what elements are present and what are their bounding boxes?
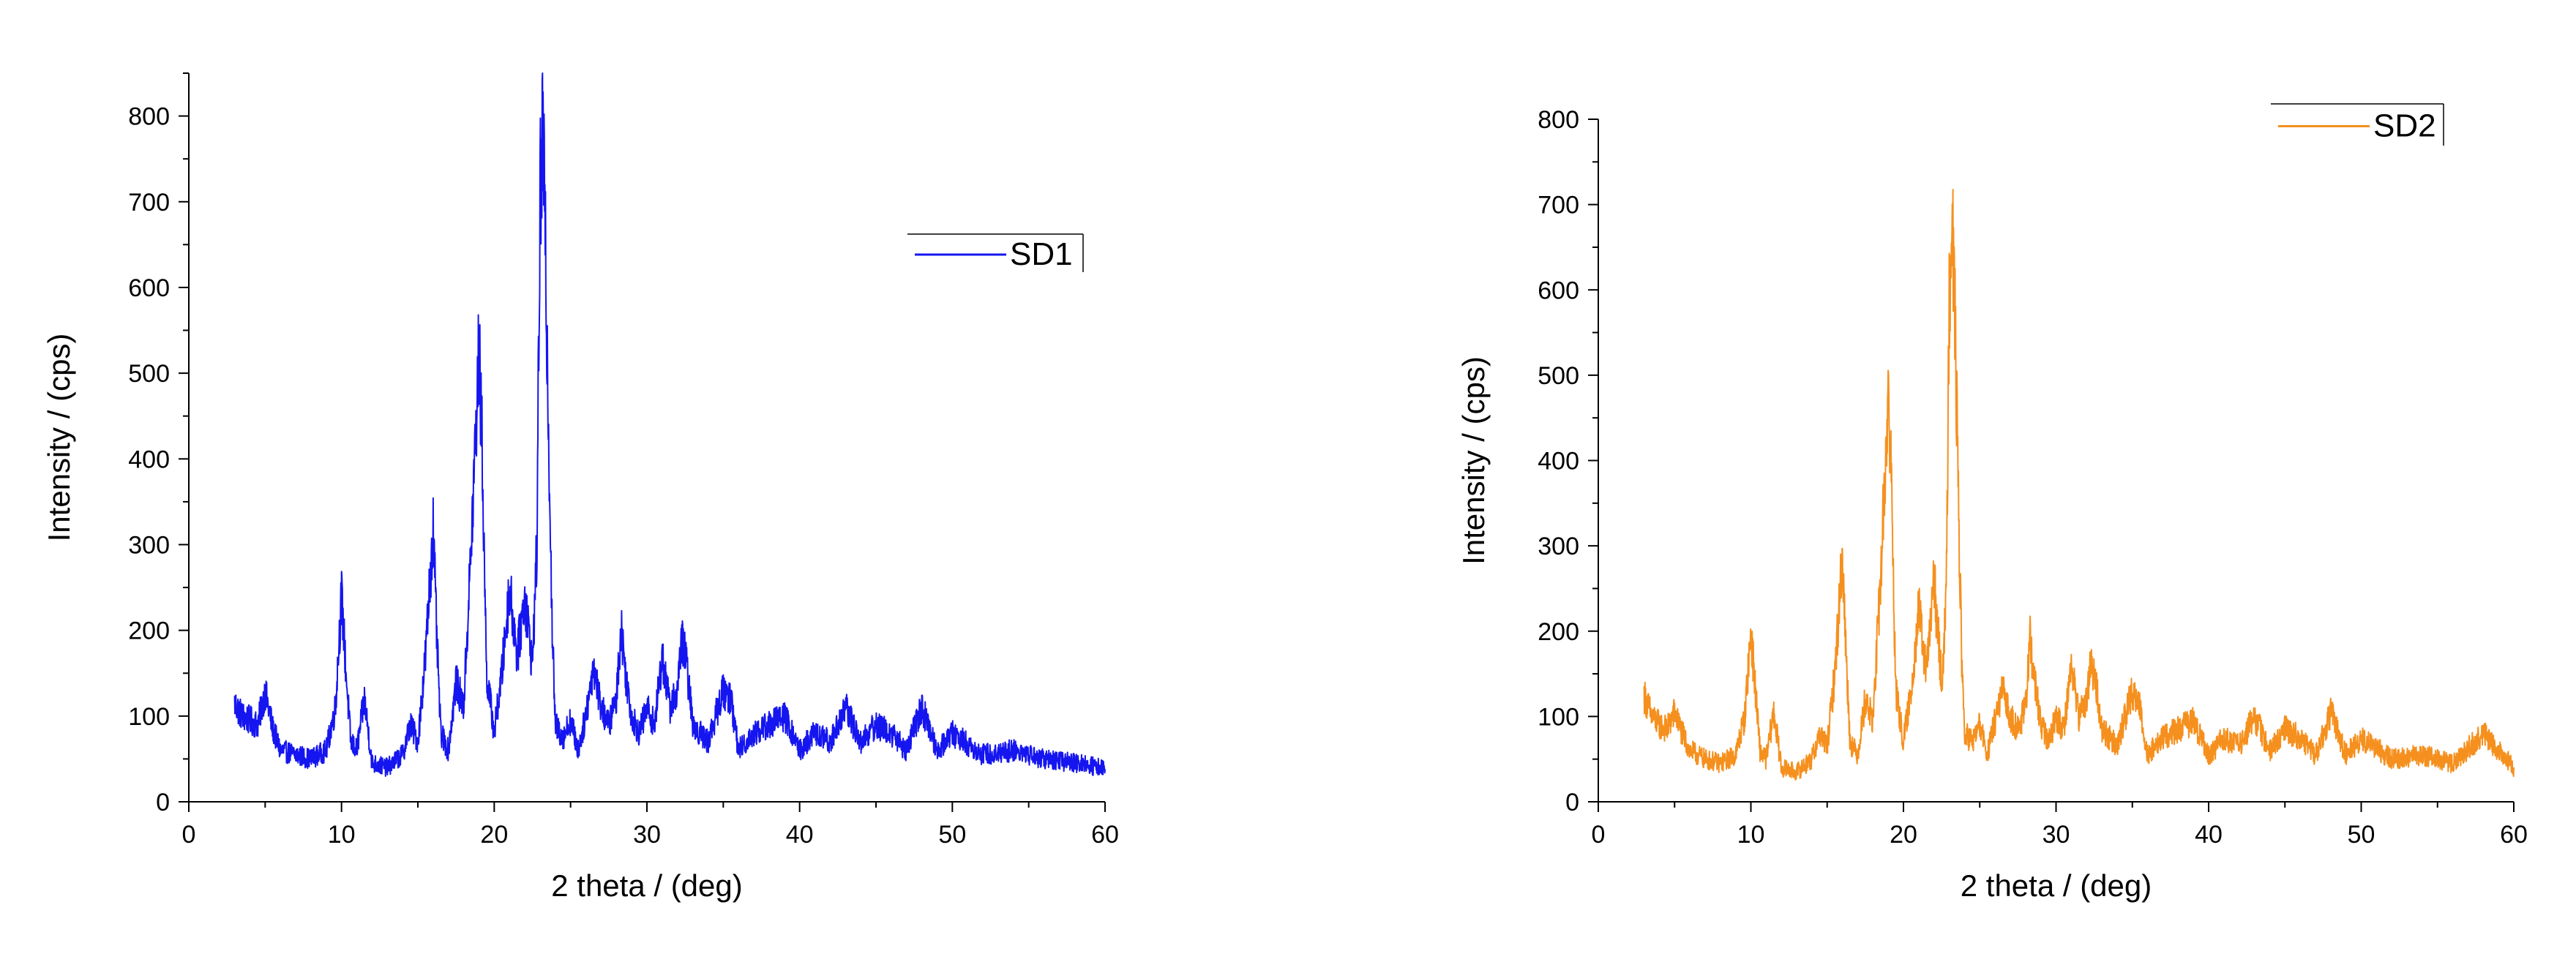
y-tick-label: 300	[1538, 533, 1579, 560]
y-tick-label: 400	[128, 446, 170, 473]
x-tick-label: 40	[786, 821, 814, 849]
x-ticks: 0 10 20 30 40 50 60	[182, 802, 1119, 849]
legend: SD1	[907, 233, 1084, 272]
y-tick-label: 200	[1538, 618, 1579, 646]
x-tick-label: 10	[1737, 821, 1765, 849]
x-tick-label: 60	[2500, 821, 2528, 849]
x-tick-label: 20	[480, 821, 508, 849]
chart-panel-sd1: 0 10 20 30 40 50 60 0100200300400500600700800 …	[42, 72, 1119, 903]
series-line-sd1	[233, 72, 1106, 777]
chart-panel-sd2: 0 10 20 30 40 50 60 0100200300400500600700800 …	[1456, 103, 2528, 903]
series-layer	[233, 72, 1106, 777]
x-ticks: 0 10 20 30 40 50 60	[1592, 802, 2528, 849]
y-tick-label: 700	[128, 189, 170, 217]
y-tick-label: 0	[1565, 789, 1579, 816]
y-ticks: 0 100 200 300 400 500 600 700 800	[1538, 106, 1598, 816]
y-axis-title: Intensity / (cps)	[42, 334, 76, 542]
x-axis-title: 2 theta / (deg)	[551, 868, 743, 903]
series-line-sd2	[1643, 189, 2515, 781]
y-tick-label: 100	[1538, 703, 1579, 731]
x-tick-label: 30	[2043, 821, 2070, 849]
y-tick-label: 300	[128, 531, 170, 559]
y-tick-label: 800	[1538, 106, 1579, 134]
y-tick-label: 100	[128, 703, 170, 731]
x-tick-label: 30	[633, 821, 661, 849]
x-axis-title: 2 theta / (deg)	[1961, 868, 2152, 903]
y-tick-label: 500	[128, 360, 170, 388]
x-tick-label: 60	[1091, 821, 1119, 849]
y-tick-label: 400	[1538, 448, 1579, 476]
x-tick-label: 50	[2348, 821, 2375, 849]
y-axis-title: Intensity / (cps)	[1456, 356, 1491, 565]
x-tick-label: 10	[328, 821, 356, 849]
x-tick-label: 0	[1592, 821, 1606, 849]
x-tick-label: 20	[1890, 821, 1917, 849]
legend-label-sd2: SD2	[2373, 108, 2436, 144]
y-tick-label: 800	[128, 103, 170, 131]
y-ticks: 0 100 200 300 400 500 600 700 800	[128, 72, 189, 816]
x-tick-label: 40	[2195, 821, 2223, 849]
y-tick-label: 0	[156, 789, 170, 816]
y-tick-label: 500	[1538, 362, 1579, 390]
x-tick-label: 50	[938, 821, 966, 849]
y-tick-label: 200	[128, 617, 170, 645]
y-tick-label: 700	[1538, 192, 1579, 219]
legend: SD2	[2271, 103, 2444, 146]
series-layer	[1643, 189, 2515, 781]
y-tick-label: 600	[1538, 277, 1579, 304]
legend-label-sd1: SD1	[1010, 236, 1073, 272]
y-tick-label: 600	[128, 274, 170, 302]
x-tick-label: 0	[182, 821, 196, 849]
